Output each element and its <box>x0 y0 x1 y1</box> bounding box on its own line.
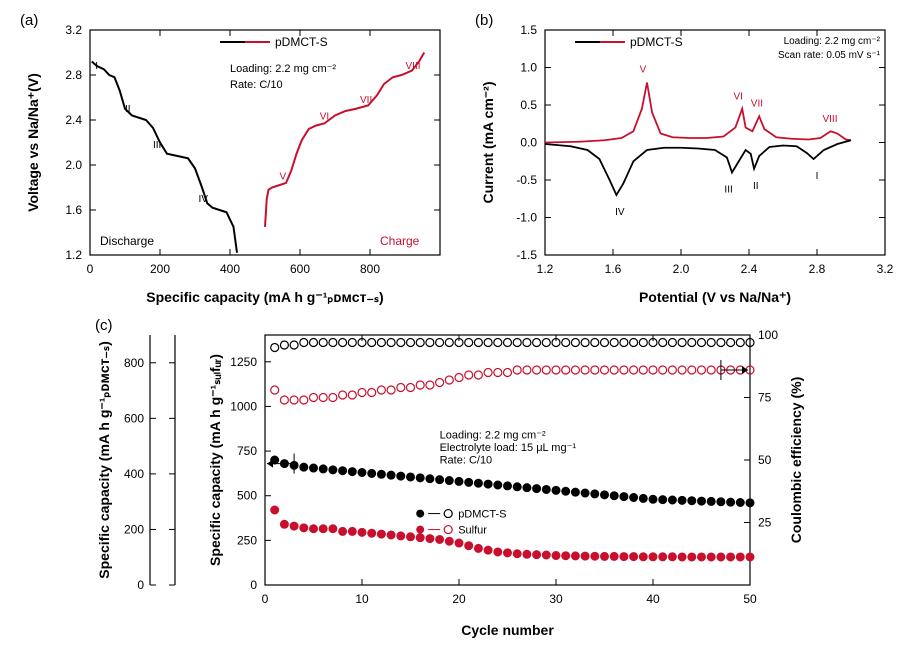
svg-text:20: 20 <box>452 592 466 606</box>
svg-text:Rate: C/10: Rate: C/10 <box>230 79 283 91</box>
svg-text:2.8: 2.8 <box>65 68 82 82</box>
svg-text:V: V <box>640 65 647 76</box>
panel-b-svg: 1.2 1.6 2.0 2.4 2.8 3.2 -1.5 -1.0 -0.5 0.0 0.5 1.0 1… <box>475 10 900 310</box>
svg-text:Scan rate: 0.05 mV s⁻¹: Scan rate: 0.05 mV s⁻¹ <box>778 50 881 61</box>
svg-text:VII: VII <box>360 95 372 106</box>
svg-text:VI: VI <box>320 112 329 123</box>
svg-text:40: 40 <box>646 592 660 606</box>
svg-text:(c): (c) <box>95 317 113 334</box>
svg-text:I: I <box>816 171 819 182</box>
svg-text:0: 0 <box>262 592 269 606</box>
svg-text:100: 100 <box>758 328 778 342</box>
svg-text:750: 750 <box>237 444 257 458</box>
svg-text:(a): (a) <box>20 12 38 29</box>
svg-text:1000: 1000 <box>230 399 257 413</box>
svg-text:1.6: 1.6 <box>65 203 82 217</box>
svg-text:2.8: 2.8 <box>809 262 826 276</box>
panel-a-svg: 0 200 400 600 800 1.2 1.6 2.0 2.4 2.8 3.2 Specific … <box>20 10 460 310</box>
svg-text:2.4: 2.4 <box>741 262 758 276</box>
svg-text:25: 25 <box>758 516 772 530</box>
svg-text:Specific capacity (mA h g⁻¹ₚᴅᴍ: Specific capacity (mA h g⁻¹ₚᴅᴍᴄᴛ₋ₛ) <box>96 341 112 578</box>
svg-text:3.2: 3.2 <box>877 262 894 276</box>
svg-text:Potential (V vs Na/Na⁺): Potential (V vs Na/Na⁺) <box>639 289 791 305</box>
svg-text:0.5: 0.5 <box>520 98 537 112</box>
svg-text:V: V <box>280 171 287 182</box>
svg-text:800: 800 <box>360 262 380 276</box>
svg-text:Cycle number: Cycle number <box>461 622 554 638</box>
svg-text:VI: VI <box>733 92 742 103</box>
svg-text:Loading: 2.2 mg cm⁻²: Loading: 2.2 mg cm⁻² <box>784 36 881 47</box>
svg-text:2.0: 2.0 <box>65 158 82 172</box>
svg-text:600: 600 <box>290 262 310 276</box>
svg-text:Voltage vs Na/Na⁺(V): Voltage vs Na/Na⁺(V) <box>25 73 41 212</box>
svg-text:2.4: 2.4 <box>65 113 82 127</box>
panel-c: 0200400600800Specific capacity (mA h g⁻¹… <box>95 315 815 645</box>
svg-text:800: 800 <box>124 356 144 370</box>
svg-text:1.2: 1.2 <box>537 262 554 276</box>
svg-text:50: 50 <box>743 592 757 606</box>
panel-c-svg: 0200400600800Specific capacity (mA h g⁻¹… <box>95 315 815 645</box>
svg-text:Loading: 2.2 mg cm⁻²: Loading: 2.2 mg cm⁻² <box>440 430 546 442</box>
svg-text:0: 0 <box>137 578 144 592</box>
svg-text:250: 250 <box>237 533 257 547</box>
svg-text:30: 30 <box>549 592 563 606</box>
svg-text:-1.5: -1.5 <box>516 248 537 262</box>
svg-text:3.2: 3.2 <box>65 23 82 37</box>
svg-text:400: 400 <box>220 262 240 276</box>
svg-text:VIII: VIII <box>406 61 421 72</box>
svg-text:200: 200 <box>150 262 170 276</box>
svg-text:1.6: 1.6 <box>605 262 622 276</box>
svg-text:Current (mA cm⁻²): Current (mA cm⁻²) <box>480 82 496 204</box>
svg-text:10: 10 <box>355 592 369 606</box>
svg-text:0: 0 <box>87 262 94 276</box>
svg-text:600: 600 <box>124 411 144 425</box>
svg-text:pDMCT-S: pDMCT-S <box>275 35 328 49</box>
svg-text:IV: IV <box>615 207 625 218</box>
svg-text:II: II <box>125 104 131 115</box>
svg-text:2.0: 2.0 <box>673 262 690 276</box>
svg-text:0.0: 0.0 <box>520 136 537 150</box>
svg-text:400: 400 <box>124 467 144 481</box>
svg-text:IV: IV <box>199 194 209 205</box>
svg-text:Coulombic efficiency (%): Coulombic efficiency (%) <box>788 377 804 543</box>
svg-text:Specific capacity (mA h g⁻¹ₛᵤₗ: Specific capacity (mA h g⁻¹ₛᵤₗfᵤᵣ) <box>207 354 223 566</box>
svg-text:I: I <box>95 61 98 72</box>
svg-text:Rate: C/10: Rate: C/10 <box>440 455 493 467</box>
svg-text:-0.5: -0.5 <box>516 173 537 187</box>
svg-text:1.2: 1.2 <box>65 248 82 262</box>
panel-a: 0 200 400 600 800 1.2 1.6 2.0 2.4 2.8 3.2 Specific … <box>20 10 460 310</box>
svg-text:VII: VII <box>751 98 763 109</box>
svg-text:Specific capacity (mA h g⁻¹ₚᴅᴍ: Specific capacity (mA h g⁻¹ₚᴅᴍᴄᴛ₋ₛ) <box>146 289 383 305</box>
svg-text:II: II <box>753 181 759 192</box>
svg-text:500: 500 <box>237 489 257 503</box>
svg-text:pDMCT-S: pDMCT-S <box>630 35 683 49</box>
svg-text:Charge: Charge <box>380 234 420 248</box>
svg-text:1.5: 1.5 <box>520 23 537 37</box>
svg-text:Electrolyte load: 15 μL mg⁻¹: Electrolyte load: 15 μL mg⁻¹ <box>440 442 577 454</box>
svg-text:Loading: 2.2 mg cm⁻²: Loading: 2.2 mg cm⁻² <box>230 63 336 75</box>
svg-text:(b): (b) <box>475 12 493 29</box>
svg-text:III: III <box>153 140 161 151</box>
svg-text:200: 200 <box>124 522 144 536</box>
svg-text:III: III <box>724 185 732 196</box>
svg-text:0: 0 <box>250 578 257 592</box>
svg-text:75: 75 <box>758 391 772 405</box>
panel-b: 1.2 1.6 2.0 2.4 2.8 3.2 -1.5 -1.0 -0.5 0.0 0.5 1.0 1… <box>475 10 900 310</box>
svg-text:pDMCT-S: pDMCT-S <box>458 509 506 521</box>
svg-text:VIII: VIII <box>822 114 837 125</box>
svg-text:50: 50 <box>758 453 772 467</box>
svg-text:1250: 1250 <box>230 355 257 369</box>
svg-text:1.0: 1.0 <box>520 61 537 75</box>
svg-text:-1.0: -1.0 <box>516 211 537 225</box>
svg-text:Discharge: Discharge <box>100 234 154 248</box>
svg-text:Sulfur: Sulfur <box>458 525 487 537</box>
